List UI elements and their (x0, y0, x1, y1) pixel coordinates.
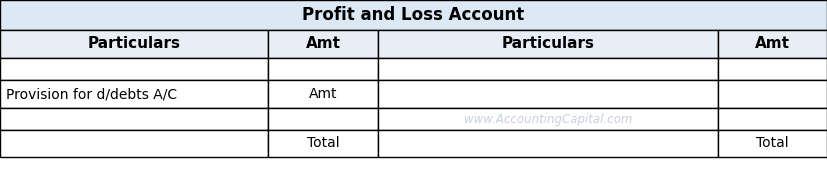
Bar (0, 58, 268, 80)
Text: Amt: Amt (754, 36, 790, 52)
Bar (0, 30, 268, 58)
Bar (268, 80, 378, 108)
Bar (378, 130, 718, 157)
Bar (0, 108, 268, 130)
Bar (0, 130, 268, 157)
Text: Profit and Loss Account: Profit and Loss Account (302, 6, 524, 24)
Bar (268, 108, 378, 130)
Bar (378, 80, 718, 108)
Text: Total: Total (307, 136, 339, 150)
Bar (718, 58, 827, 80)
Bar (268, 130, 378, 157)
Text: Particulars: Particulars (88, 36, 180, 52)
Bar (718, 80, 827, 108)
Text: Total: Total (756, 136, 788, 150)
Bar (718, 30, 827, 58)
Bar (0, 80, 268, 108)
Text: Provision for d/debts A/C: Provision for d/debts A/C (6, 87, 177, 101)
Bar (268, 58, 378, 80)
Text: Particulars: Particulars (501, 36, 595, 52)
Text: Amt: Amt (308, 87, 337, 101)
Bar (718, 108, 827, 130)
Bar (0, 0, 827, 30)
Bar (378, 58, 718, 80)
Text: Amt: Amt (305, 36, 341, 52)
Bar (378, 30, 718, 58)
Bar (268, 30, 378, 58)
Bar (718, 130, 827, 157)
Bar (378, 108, 718, 130)
Text: www.AccountingCapital.com: www.AccountingCapital.com (464, 113, 632, 125)
